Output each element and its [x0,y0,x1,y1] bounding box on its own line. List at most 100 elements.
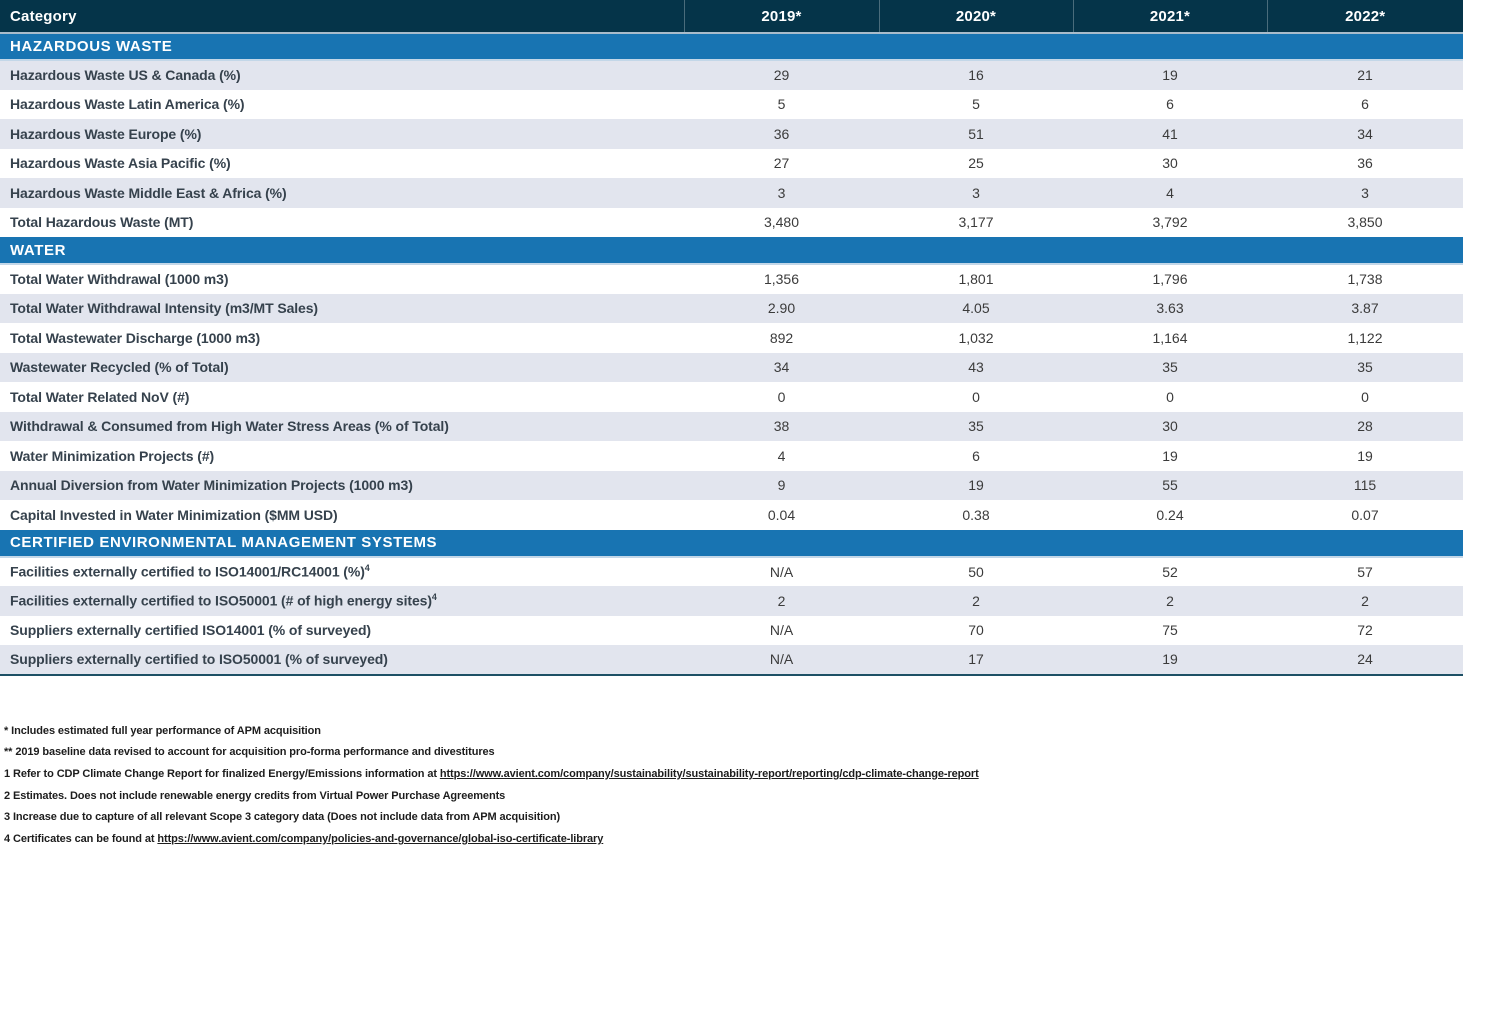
cell-value: 3,792 [1073,207,1267,237]
cell-value: 30 [1073,411,1267,441]
cell-value: 3 [879,178,1073,208]
cell-value: 1,801 [879,264,1073,294]
cell-value: 36 [684,119,879,149]
table-row: Total Water Withdrawal (1000 m3) 1,356 1,8… [0,264,1463,294]
cell-value: 9 [684,470,879,500]
footnote-link[interactable]: https://www.avient.com/company/policies-… [157,833,604,846]
footnote: 2 Estimates. Does not include renewable … [4,786,1494,808]
footnote: 3 Increase due to capture of all relevan… [4,807,1494,829]
cell-value: 3.63 [1073,293,1267,323]
cell-value: 892 [684,323,879,353]
footnote-text: ** 2019 baseline data revised to account… [4,746,495,759]
cell-value: 0.04 [684,500,879,530]
table-header-row: Category 2019* 2020* 2021* 2022* [0,0,1463,34]
cell-value: 1,122 [1267,323,1463,353]
section-title: WATER [0,237,1463,265]
footnote-text: 2 Estimates. Does not include renewable … [4,789,506,802]
row-label: Total Hazardous Waste (MT) [0,207,684,237]
cell-value: 34 [684,352,879,382]
footnotes: * Includes estimated full year performan… [0,721,1494,851]
row-label: Total Water Withdrawal Intensity (m3/MT … [0,293,684,323]
cell-value: 0 [1073,382,1267,412]
cell-value: 3.87 [1267,293,1463,323]
cell-value: 75 [1073,615,1267,645]
cell-value: 19 [1073,441,1267,471]
cell-value: 3 [684,178,879,208]
cell-value: 6 [1267,89,1463,119]
cell-value: 3,480 [684,207,879,237]
table-row: Annual Diversion from Water Minimization… [0,470,1463,500]
row-label: Annual Diversion from Water Minimization… [0,470,684,500]
cell-value: 17 [879,645,1073,676]
table-row: Total Wastewater Discharge (1000 m3) 892 1… [0,323,1463,353]
cell-value: 2 [684,586,879,616]
esg-metrics-table: Category 2019* 2020* 2021* 2022* HAZARDO… [0,0,1463,676]
cell-value: 35 [1073,352,1267,382]
column-header-2021: 2021* [1072,0,1267,34]
row-label: Suppliers externally certified ISO14001 … [0,615,684,645]
cell-value: 5 [684,89,879,119]
cell-value: 3 [1267,178,1463,208]
cell-value: 19 [1073,60,1267,90]
cell-value: 3,177 [879,207,1073,237]
cell-value: 6 [879,441,1073,471]
cell-value: 0 [1267,382,1463,412]
footnote: * Includes estimated full year performan… [4,721,1494,743]
table-row: Hazardous Waste Asia Pacific (%) 27 25 30 36 [0,148,1463,178]
table-row: Water Minimization Projects (#) 4 6 19 19 [0,441,1463,471]
cell-value: 51 [879,119,1073,149]
footnote-text: * Includes estimated full year performan… [4,724,321,737]
table-row: Facilities externally certified to ISO14… [0,556,1463,586]
cell-value: 72 [1267,615,1463,645]
cell-value: 24 [1267,645,1463,676]
column-header-2022: 2022* [1266,0,1463,34]
row-label: Total Water Related NoV (#) [0,382,684,412]
cell-value: N/A [684,615,879,645]
table-row: Hazardous Waste Latin America (%) 5 5 6 6 [0,89,1463,119]
cell-value: 52 [1073,556,1267,586]
footnote: 1 Refer to CDP Climate Change Report for… [4,764,1494,786]
cell-value: 5 [879,89,1073,119]
column-header-2019: 2019* [683,0,879,34]
row-label: Hazardous Waste US & Canada (%) [0,60,684,90]
footnote-text: 4 Certificates can be found at [4,833,158,846]
cell-value: 50 [879,556,1073,586]
cell-value: 1,796 [1073,264,1267,294]
cell-value: 3,850 [1267,207,1463,237]
cell-value: 25 [879,148,1073,178]
cell-value: 21 [1267,60,1463,90]
row-label: Total Wastewater Discharge (1000 m3) [0,323,684,353]
table-row: Total Hazardous Waste (MT) 3,480 3,177 3,79… [0,207,1463,237]
cell-value: 41 [1073,119,1267,149]
cell-value: 57 [1267,556,1463,586]
cell-value: 1,164 [1073,323,1267,353]
cell-value: 28 [1267,411,1463,441]
table-row: Total Water Withdrawal Intensity (m3/MT … [0,293,1463,323]
cell-value: N/A [684,645,879,676]
footnote-marker: 4 [431,592,437,603]
cell-value: 38 [684,411,879,441]
cell-value: 4.05 [879,293,1073,323]
row-label: Capital Invested in Water Minimization (… [0,500,684,530]
cell-value: 34 [1267,119,1463,149]
row-label: Facilities externally certified to ISO50… [0,586,684,616]
cell-value: 4 [684,441,879,471]
row-label: Suppliers externally certified to ISO500… [0,645,684,676]
cell-value: 19 [1267,441,1463,471]
cell-value: 115 [1267,470,1463,500]
row-label: Hazardous Waste Middle East & Africa (%) [0,178,684,208]
section-title: HAZARDOUS WASTE [0,33,1463,61]
row-label: Withdrawal & Consumed from High Water St… [0,411,684,441]
cell-value: 1,738 [1267,264,1463,294]
row-label: Total Water Withdrawal (1000 m3) [0,264,684,294]
footnote-link[interactable]: https://www.avient.com/company/sustainab… [439,767,979,780]
cell-value: 0.38 [879,500,1073,530]
cell-value: 0.24 [1073,500,1267,530]
cell-value: 19 [879,470,1073,500]
cell-value: 16 [879,60,1073,90]
row-label: Hazardous Waste Latin America (%) [0,89,684,119]
footnote: ** 2019 baseline data revised to account… [4,742,1494,764]
table-row: Facilities externally certified to ISO50… [0,586,1463,616]
cell-value: N/A [684,556,879,586]
row-label: Facilities externally certified to ISO14… [0,556,684,586]
